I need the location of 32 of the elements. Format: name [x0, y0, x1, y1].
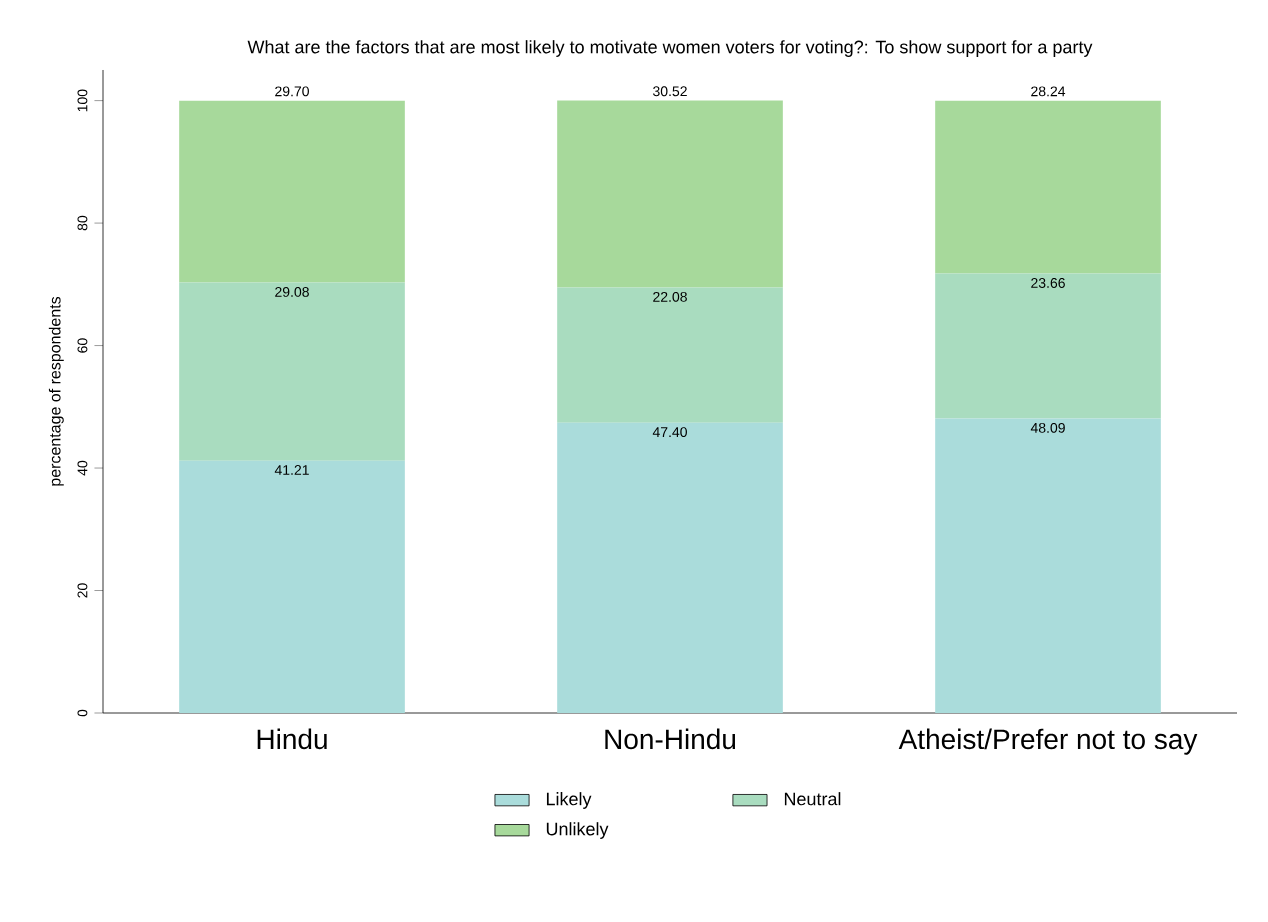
- legend-label: Likely: [546, 792, 592, 809]
- bar: [179, 282, 405, 461]
- bar: [935, 273, 1161, 419]
- bar: [557, 287, 783, 423]
- bar: [557, 422, 783, 713]
- data-label: 29.70: [275, 86, 309, 97]
- data-label: 29.08: [275, 286, 309, 297]
- data-label: 48.09: [1030, 422, 1065, 433]
- y-tick-label: 100: [77, 89, 88, 112]
- legend-label: Neutral: [784, 792, 841, 806]
- x-tick-label: Non-Hindu: [605, 728, 736, 750]
- x-tick-label: Atheist/Prefer not to say: [898, 728, 1198, 755]
- bar: [935, 100, 1161, 274]
- data-label: 41.21: [274, 465, 309, 475]
- data-label: 23.66: [1031, 278, 1065, 288]
- y-tick-label: 80: [77, 215, 88, 231]
- y-tick-label: 60: [77, 338, 88, 353]
- data-label: 30.52: [653, 86, 687, 97]
- bar: [179, 460, 405, 713]
- y-tick-label: 0: [77, 709, 88, 717]
- y-axis-title: percentage of respondents: [48, 296, 64, 486]
- data-label: 22.08: [653, 291, 687, 302]
- legend-label: Unlikely: [546, 822, 609, 839]
- y-tick-label: 40: [77, 460, 88, 476]
- bar: [935, 418, 1161, 713]
- x-tick-label: Hindu: [257, 728, 327, 750]
- y-tick-label: 20: [77, 583, 88, 598]
- bar: [179, 100, 405, 283]
- bar: [557, 100, 783, 288]
- data-label: 28.24: [1031, 86, 1066, 97]
- chart-title: What are the factors that are most likely to motivate women voters for voting?: To show support for a party: [247, 40, 1093, 57]
- data-label: 47.40: [652, 427, 687, 438]
